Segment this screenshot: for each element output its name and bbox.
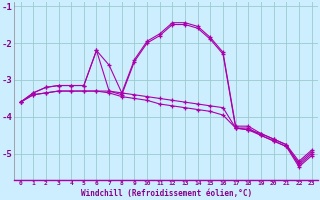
X-axis label: Windchill (Refroidissement éolien,°C): Windchill (Refroidissement éolien,°C) [81,189,252,198]
